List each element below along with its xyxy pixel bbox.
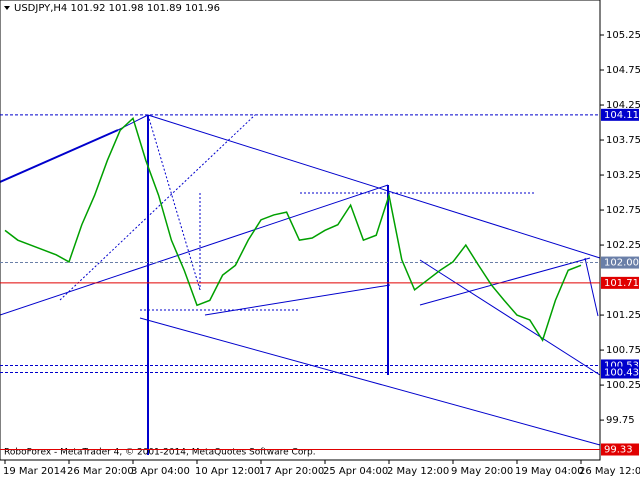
chart-title: USDJPY,H4 101.92 101.98 101.89 101.96 [14, 3, 220, 14]
y-tick-label: 100.25 [606, 380, 640, 391]
y-tick-label: 99.75 [606, 415, 635, 426]
price-line [4, 116, 582, 343]
analysis-lines [0, 114, 601, 455]
y-tick-label: 102.75 [606, 205, 640, 216]
y-tick-label: 105.25 [606, 30, 640, 41]
price-label: 102.00 [604, 258, 639, 269]
x-tick-label: 19 Mar 2014 [3, 466, 66, 477]
title-arrow [4, 6, 10, 10]
x-tick-label: 17 Apr 20:00 [259, 466, 324, 477]
x-tick-label: 10 Apr 12:00 [195, 466, 260, 477]
x-tick-label: 26 Mar 20:00 [67, 466, 134, 477]
x-tick-label: 19 May 04:00 [515, 466, 584, 477]
price-label: 100.53 [604, 360, 639, 371]
price-label-bg [601, 443, 639, 456]
y-tick-label: 104.25 [606, 100, 640, 111]
x-tick-label: 3 Apr 04:00 [131, 466, 190, 477]
x-tick-label: 25 Apr 04:00 [323, 466, 388, 477]
price-label-bg [601, 366, 639, 379]
x-tick-label: 2 May 12:00 [387, 466, 449, 477]
x-tick-label: 9 May 20:00 [451, 466, 513, 477]
y-tick-label: 101.25 [606, 310, 640, 321]
y-tick-label: 102.25 [606, 240, 640, 251]
footer: RoboForex - MetaTrader 4, © 2001-2014, M… [4, 448, 316, 458]
price-label: 104.11 [604, 110, 639, 121]
y-tick-label: 104.75 [606, 65, 640, 76]
x-tick-label: 26 May 12:00 [579, 466, 640, 477]
price-label-bg [601, 276, 639, 289]
price-label: 100.43 [604, 367, 639, 378]
price-label-bg [601, 256, 639, 269]
y-tick-label: 103.75 [606, 135, 640, 146]
price-label: 99.33 [604, 444, 633, 455]
y-tick-label: 103.25 [606, 170, 640, 181]
price-label: 101.71 [604, 278, 639, 289]
y-tick-label: 100.75 [606, 345, 640, 356]
price-label-bg [601, 108, 639, 121]
